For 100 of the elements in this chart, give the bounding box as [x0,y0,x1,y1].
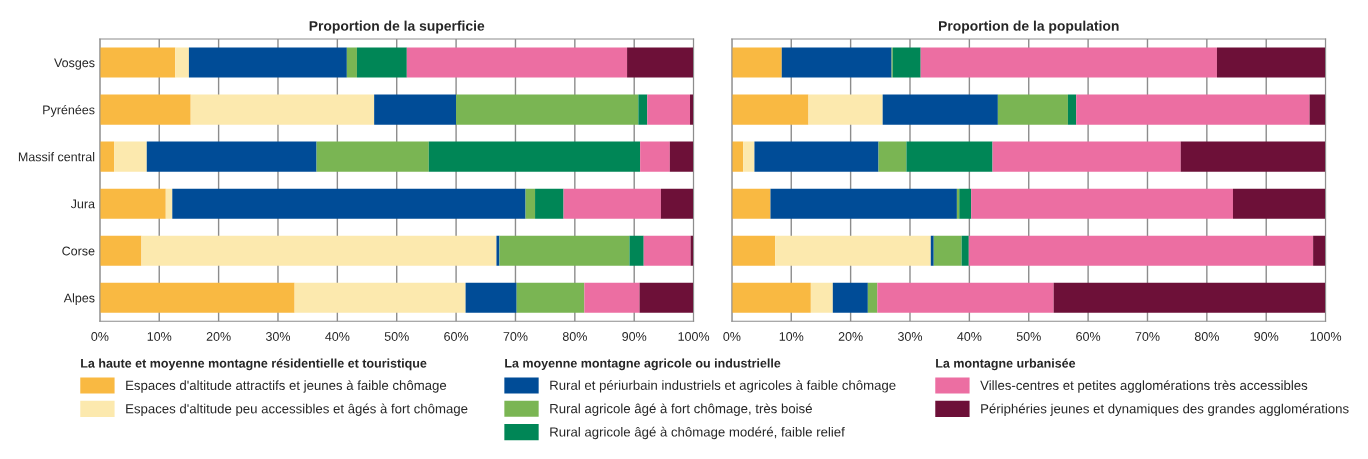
y-tick-label: Massif central [18,152,95,162]
bar [99,47,176,78]
x-tick-label: 90% [622,332,647,341]
x-tick-label: 80% [1194,332,1219,341]
bar [99,141,115,172]
x-tick-label: 60% [444,332,469,341]
text: La montagne urbanisée [936,358,1076,371]
x-tick-label: 100% [1310,332,1342,341]
bar [629,235,644,266]
bar [810,282,833,313]
bar [781,47,892,78]
bar [584,282,640,313]
x-tick-label: 40% [957,332,982,341]
bar [643,235,691,266]
bar [99,188,166,219]
text: La haute et moyenne montagne résidentielle et touristique [81,358,427,371]
bar [1053,282,1326,313]
bar [563,188,661,219]
x-tick-label: 30% [897,332,923,341]
x-tick-label: 20% [206,332,231,341]
bar [930,235,934,266]
bar [647,94,691,125]
bar [188,47,347,78]
bar [535,188,564,219]
x-tick-label: 70% [1135,332,1160,341]
bar [99,235,142,266]
bar [146,141,317,172]
bar [731,235,776,266]
x-tick-label: 90% [1254,332,1279,341]
legend-label: Périphéries jeunes et dynamiques des grandes agglomérations [981,403,1349,416]
bar [406,47,628,78]
bar [346,47,357,78]
bar [638,94,648,125]
bar [731,188,771,219]
bar [428,141,641,172]
bar [1076,94,1310,125]
x-tick-label: 0% [723,332,741,341]
bar [640,141,670,172]
bar [456,94,639,125]
bar [731,282,811,313]
x-tick-label: 10% [779,332,804,341]
bar [660,188,694,219]
text: La moyenne montagne agricole ou industrielle [505,358,781,371]
x-tick-label: 80% [562,332,587,341]
bar [867,282,878,313]
x-tick-label: 100% [678,332,710,341]
y-tick-label: Corse [62,246,95,256]
bar [877,282,1054,313]
bar [627,47,694,78]
x-tick-label: 40% [325,332,350,341]
bar [175,47,189,78]
bar [892,47,921,78]
bar [731,94,809,125]
bar [1067,94,1077,125]
bar [1309,94,1326,125]
bar [516,282,585,313]
bar [770,188,957,219]
legend-label: Rural et périurbain industriels et agricoles à faible chômage [550,380,896,393]
bar [114,141,147,172]
bar [190,94,375,125]
bar [496,235,500,266]
bar [743,141,755,172]
x-tick-label: 70% [503,332,528,341]
bar [882,94,998,125]
x-tick-label: 20% [838,332,863,341]
bar [99,282,295,313]
bar [968,235,1314,266]
bar [933,235,962,266]
bar [832,282,868,313]
bar [754,141,879,172]
x-tick-label: 50% [384,332,409,341]
bar [878,141,907,172]
y-tick-label: Alpes [63,293,95,305]
bar [775,235,931,266]
y-tick-label: Jura [70,199,95,209]
bar [906,141,993,172]
bar [1232,188,1326,219]
bar [961,235,969,266]
x-tick-label: 30% [265,332,291,341]
bar [465,282,517,313]
bar [808,94,883,125]
bar [294,282,466,313]
legend-label: Espaces d'altitude attractifs et jeunes à faible chômage [126,380,447,393]
bar [525,188,536,219]
bar [639,282,694,313]
bar [669,141,694,172]
bar [1313,235,1326,266]
chart-title: Proportion de la superficie [309,20,485,34]
bar [141,235,497,266]
legend-label: Rural agricole âgé à fort chômage, très boisé [550,403,812,416]
bar [971,188,1233,219]
bar [992,141,1181,172]
x-tick-label: 0% [91,332,109,341]
bar [165,188,173,219]
chart-title: Proportion de la population [939,20,1119,34]
x-tick-label: 10% [147,332,172,341]
bar [172,188,526,219]
legend-label: Villes-centres et petites agglomérations très accessibles [980,380,1308,393]
bar [1180,141,1326,172]
bar [499,235,630,266]
